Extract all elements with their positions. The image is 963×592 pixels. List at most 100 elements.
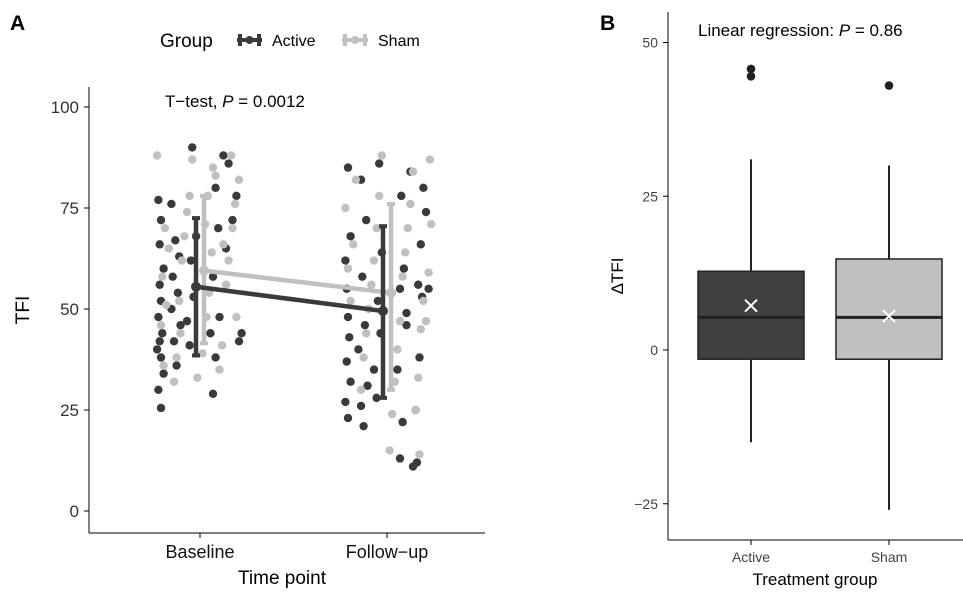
panel-b-label: B xyxy=(600,12,615,35)
data-point xyxy=(217,341,227,350)
mean-line xyxy=(203,268,392,296)
data-point xyxy=(188,143,197,152)
data-point xyxy=(341,256,350,265)
data-point xyxy=(215,312,224,322)
data-point xyxy=(362,329,371,338)
y-tick-label: 50 xyxy=(642,35,658,51)
data-point xyxy=(172,361,181,370)
data-point xyxy=(343,163,353,172)
data-point xyxy=(427,219,436,229)
data-point xyxy=(402,320,411,330)
data-point xyxy=(369,365,379,374)
data-point xyxy=(158,272,167,281)
data-point xyxy=(414,280,423,289)
data-point xyxy=(164,244,173,253)
x-tick-label: Baseline xyxy=(165,542,234,562)
data-point xyxy=(402,308,411,318)
data-point xyxy=(156,320,166,330)
data-point xyxy=(343,312,353,322)
data-point xyxy=(395,316,405,326)
data-point xyxy=(152,345,162,354)
data-point xyxy=(425,155,435,164)
mean-point xyxy=(199,265,209,276)
data-point xyxy=(388,409,397,419)
data-point xyxy=(208,389,218,399)
data-point xyxy=(228,224,237,233)
data-point xyxy=(172,353,181,362)
data-point xyxy=(356,401,366,411)
data-point xyxy=(415,450,424,459)
panel-b-plot: −25 0 25 50 Active Sham Linear regression: P… xyxy=(608,12,963,589)
panel-b-y-ticks: −25 0 25 50 xyxy=(634,35,668,512)
panel-a-annotation: T−test, P = 0.0012 xyxy=(165,92,305,111)
data-point xyxy=(188,155,197,164)
data-point xyxy=(373,296,383,306)
data-point xyxy=(193,373,202,382)
data-point xyxy=(341,397,350,407)
data-point xyxy=(393,365,402,374)
data-point xyxy=(377,151,386,160)
data-point xyxy=(232,312,241,322)
data-point xyxy=(411,405,420,415)
data-point xyxy=(385,446,394,455)
data-point xyxy=(415,353,424,362)
data-point xyxy=(159,361,168,370)
legend: Group Active Sham xyxy=(160,31,420,52)
data-point xyxy=(158,329,167,338)
data-point xyxy=(346,377,355,386)
y-tick-label: −25 xyxy=(634,496,658,512)
data-point xyxy=(152,151,162,160)
data-point xyxy=(156,403,166,413)
data-point xyxy=(343,264,353,273)
data-point xyxy=(208,272,218,281)
data-point xyxy=(221,280,231,289)
panel-a-x-label: Time point xyxy=(238,568,327,589)
panel-b-annotation: Linear regression: P = 0.86 xyxy=(698,21,903,40)
sham-points xyxy=(152,151,436,459)
data-point xyxy=(211,183,220,192)
panel-b-x-ticks: Active Sham xyxy=(732,540,907,565)
data-point xyxy=(349,240,358,249)
data-point xyxy=(341,203,350,213)
data-point xyxy=(408,167,418,176)
legend-label-active: Active xyxy=(272,33,316,50)
y-tick-label: 25 xyxy=(60,401,79,420)
data-point xyxy=(214,224,223,233)
data-point xyxy=(224,256,233,265)
data-point xyxy=(412,458,422,467)
data-point xyxy=(211,353,220,362)
data-point xyxy=(215,365,224,374)
legend-key-active xyxy=(237,34,262,46)
data-point xyxy=(198,349,207,358)
data-point xyxy=(180,232,189,241)
data-point xyxy=(230,199,240,209)
box xyxy=(835,258,943,360)
legend-label-sham: Sham xyxy=(378,33,420,50)
data-point xyxy=(154,312,163,322)
data-point xyxy=(206,329,215,338)
data-point xyxy=(208,163,218,172)
data-point xyxy=(421,316,431,326)
data-point xyxy=(372,393,381,403)
data-point xyxy=(416,325,425,334)
x-tick-label: Follow−up xyxy=(346,542,429,562)
data-point xyxy=(207,248,216,257)
data-point xyxy=(372,224,381,233)
data-point xyxy=(175,296,184,306)
data-point xyxy=(398,417,407,427)
data-point xyxy=(185,341,194,350)
data-point xyxy=(421,207,431,217)
data-point xyxy=(234,337,244,346)
legend-title: Group xyxy=(160,31,213,52)
data-point xyxy=(345,333,354,342)
data-point xyxy=(363,381,372,390)
data-point xyxy=(185,191,194,201)
data-point xyxy=(228,215,237,225)
y-tick-label: 25 xyxy=(642,188,658,204)
mean-marker xyxy=(744,299,758,313)
data-point xyxy=(362,215,371,225)
data-point xyxy=(211,171,220,180)
mean-point xyxy=(378,306,388,317)
data-point xyxy=(403,224,412,233)
